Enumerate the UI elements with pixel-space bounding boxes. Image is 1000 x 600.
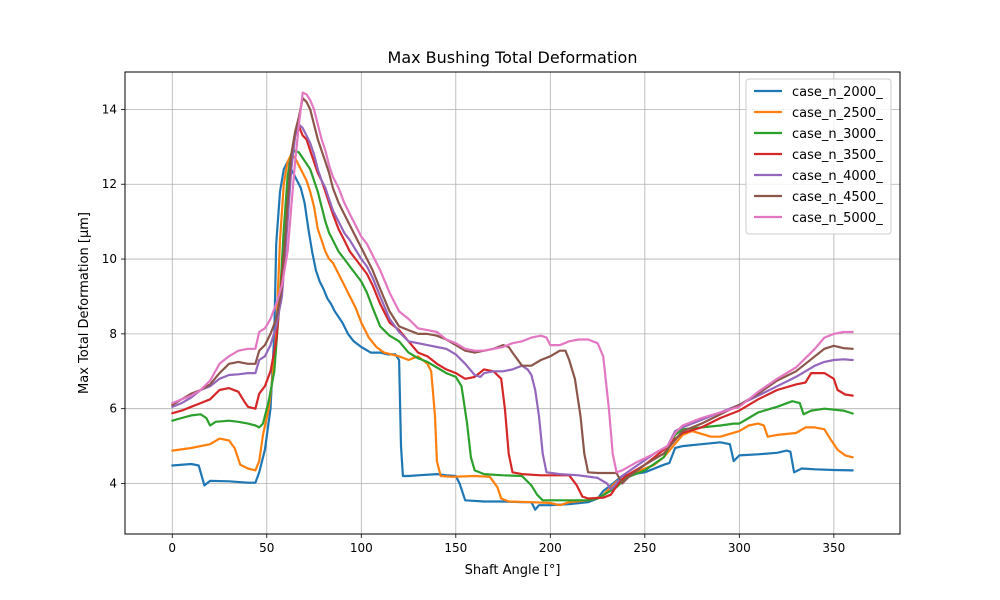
legend-box xyxy=(745,78,892,235)
x-tick-label: 300 xyxy=(728,541,751,555)
x-tick-label: 0 xyxy=(168,541,176,555)
legend-label: case_n_2000_ xyxy=(792,85,883,100)
y-axis-ticks: 4 6 8 10 12 14 xyxy=(102,102,125,490)
x-tick-label: 150 xyxy=(444,541,467,555)
plot-area xyxy=(171,91,854,511)
y-tick-label: 4 xyxy=(109,476,117,490)
series-line-1 xyxy=(171,160,854,511)
x-tick-label: 100 xyxy=(350,541,373,555)
legend-label: case_n_4500_ xyxy=(792,190,883,205)
x-tick-label: 200 xyxy=(539,541,562,555)
legend-label: case_n_3500_ xyxy=(792,148,883,163)
y-tick-label: 6 xyxy=(109,402,117,416)
x-axis-ticks: 0 50 100 150 200 250 300 350 xyxy=(168,534,845,555)
legend-label: case_n_5000_ xyxy=(792,211,883,226)
chart-title: Max Bushing Total Deformation xyxy=(388,48,638,67)
y-tick-label: 10 xyxy=(102,252,117,266)
y-tick-label: 8 xyxy=(109,327,117,341)
x-axis-label: Shaft Angle [°] xyxy=(465,563,561,578)
legend-label: case_n_4000_ xyxy=(792,169,883,184)
y-tick-label: 14 xyxy=(102,102,117,116)
series-line-7 xyxy=(171,91,854,474)
y-axis-label: Max Total Deformation [µm] xyxy=(77,212,92,394)
y-tick-label: 12 xyxy=(102,177,117,191)
series-lines xyxy=(171,91,854,511)
x-tick-label: 250 xyxy=(633,541,656,555)
series-line-3 xyxy=(171,149,854,502)
legend: case_n_2000_ case_n_2500_ case_n_3000_case… xyxy=(745,78,892,235)
series-line-6 xyxy=(171,97,854,485)
x-tick-label: 350 xyxy=(822,541,845,555)
x-tick-label: 50 xyxy=(259,541,274,555)
legend-label: case_n_2500_ xyxy=(792,106,883,121)
legend-label: case_n_3000_ xyxy=(792,127,883,142)
plot-frame xyxy=(124,71,901,535)
